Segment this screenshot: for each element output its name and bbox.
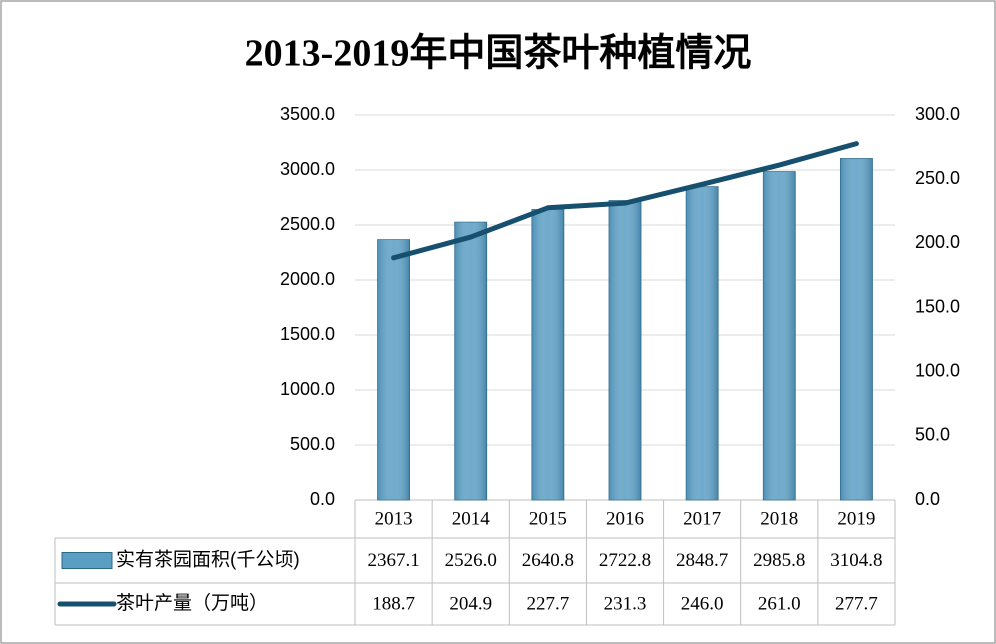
bar-shade xyxy=(763,171,796,500)
bar-shade xyxy=(531,209,564,500)
y2-tick-label: 300.0 xyxy=(915,104,960,124)
table-value: 2367.1 xyxy=(367,550,419,571)
table-value: 204.9 xyxy=(449,593,492,614)
table-value: 231.3 xyxy=(604,593,647,614)
x-tick-label: 2014 xyxy=(452,508,491,529)
y2-tick-label: 50.0 xyxy=(915,425,950,445)
y-tick-label: 500.0 xyxy=(290,434,335,454)
x-tick-label: 2013 xyxy=(375,508,413,529)
bar-shade xyxy=(686,186,719,500)
x-tick-label: 2016 xyxy=(606,508,644,529)
bar-shade xyxy=(454,222,487,500)
x-tick-label: 2019 xyxy=(837,508,875,529)
legend-label: 茶叶产量（万吨） xyxy=(116,592,268,614)
y-tick-label: 1000.0 xyxy=(280,379,335,399)
table-value: 246.0 xyxy=(681,593,724,614)
y-tick-label: 3000.0 xyxy=(280,159,335,179)
table-value: 2722.8 xyxy=(599,550,651,571)
table-value: 227.7 xyxy=(526,593,569,614)
y-tick-label: 3500.0 xyxy=(280,104,335,124)
table-value: 2640.8 xyxy=(522,550,574,571)
y2-tick-label: 150.0 xyxy=(915,296,960,316)
table-value: 2526.0 xyxy=(445,550,497,571)
y-tick-label: 2000.0 xyxy=(280,269,335,289)
y2-tick-label: 200.0 xyxy=(915,232,960,252)
table-value: 188.7 xyxy=(372,593,415,614)
bar-shade xyxy=(377,239,410,500)
table-value: 261.0 xyxy=(758,593,801,614)
y-tick-label: 2500.0 xyxy=(280,214,335,234)
bar-shade xyxy=(609,200,641,500)
y2-tick-label: 0.0 xyxy=(915,489,940,509)
chart-title: 2013-2019年中国茶叶种植情况 xyxy=(245,33,752,75)
y-tick-label: 0.0 xyxy=(310,489,335,509)
bar-shade xyxy=(840,158,873,501)
table-value: 277.7 xyxy=(835,593,878,614)
table-value: 3104.8 xyxy=(830,550,882,571)
line xyxy=(391,141,859,261)
y2-tick-label: 100.0 xyxy=(915,360,960,380)
x-tick-label: 2015 xyxy=(529,508,567,529)
table-value: 2848.7 xyxy=(676,550,728,571)
x-tick-label: 2017 xyxy=(683,508,721,529)
x-tick-label: 2018 xyxy=(760,508,798,529)
table-value: 2985.8 xyxy=(753,550,805,571)
legend-swatch xyxy=(61,552,113,569)
y2-tick-label: 250.0 xyxy=(915,168,960,188)
y-tick-label: 1500.0 xyxy=(280,324,335,344)
legend-label: 实有茶园面积(千公顷) xyxy=(116,549,300,571)
